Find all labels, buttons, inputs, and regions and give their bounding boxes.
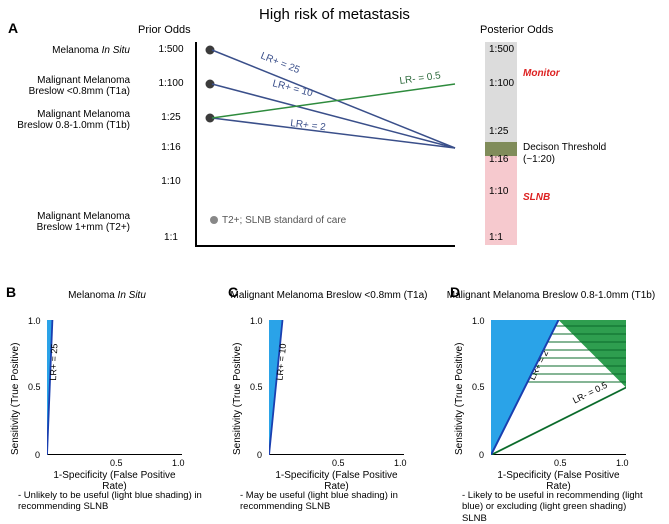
svg-text:LR+ = 10: LR+ = 10	[271, 78, 314, 99]
posterior-side-label: Decison Threshold	[523, 142, 606, 153]
caption: - Unlikely to be useful (light blue shad…	[18, 490, 208, 513]
posterior-odds-tick: 1:1	[489, 232, 503, 243]
sub-title: Melanoma In Situ	[2, 290, 212, 301]
ytick: 1.0	[472, 316, 485, 326]
posterior-side-label: SLNB	[523, 192, 550, 203]
ytick: 0.5	[472, 382, 485, 392]
panel-a: A Prior Odds Posterior Odds Melanoma In …	[0, 20, 669, 270]
ytick: 0	[479, 450, 484, 460]
xtick: 0.5	[554, 458, 567, 468]
posterior-odds-tick: 1:25	[489, 126, 508, 137]
sub-title: Malignant Melanoma Breslow <0.8mm (T1a)	[224, 290, 434, 301]
svg-text:LR+ = 25: LR+ = 25	[48, 343, 59, 380]
legend-t2: T2+; SLNB standard of care	[210, 215, 346, 226]
svg-text:LR+ = 25: LR+ = 25	[259, 51, 302, 77]
x-axis-title: 1-Specificity (False Positive Rate)	[47, 470, 182, 492]
svg-text:LR+ = 2: LR+ = 2	[290, 118, 327, 133]
svg-text:LR- = 0.5: LR- = 0.5	[571, 380, 609, 406]
svg-text:LR- = 0.5: LR- = 0.5	[399, 70, 442, 87]
posterior-side-label: (~1:20)	[523, 154, 555, 165]
ytick: 1.0	[28, 316, 41, 326]
posterior-side-label: Monitor	[523, 68, 560, 79]
ytick: 0.5	[250, 382, 263, 392]
sub-title: Malignant Melanoma Breslow 0.8-1.0mm (T1…	[446, 290, 656, 301]
caption: - May be useful (light blue shading) in …	[240, 490, 430, 513]
xtick: 0.5	[110, 458, 123, 468]
y-axis-title: Sensitivity (True Positive)	[232, 343, 243, 455]
roc-svg: LR+ = 2LR- = 0.5	[491, 320, 626, 455]
xtick: 1.0	[172, 458, 185, 468]
posterior-odds-tick: 1:100	[489, 78, 514, 89]
roc-svg: LR+ = 10	[269, 320, 404, 455]
posterior-odds-tick: 1:500	[489, 44, 514, 55]
posterior-odds-tick: 1:16	[489, 154, 508, 165]
y-axis-title: Sensitivity (True Positive)	[454, 343, 465, 455]
xtick: 1.0	[616, 458, 629, 468]
ytick: 0	[35, 450, 40, 460]
ytick: 1.0	[250, 316, 263, 326]
y-axis-title: Sensitivity (True Positive)	[10, 343, 21, 455]
x-axis-title: 1-Specificity (False Positive Rate)	[269, 470, 404, 492]
xtick: 0.5	[332, 458, 345, 468]
roc-svg: LR+ = 25	[47, 320, 182, 455]
posterior-odds-tick: 1:10	[489, 186, 508, 197]
ytick: 0.5	[28, 382, 41, 392]
x-axis-title: 1-Specificity (False Positive Rate)	[491, 470, 626, 492]
xtick: 1.0	[394, 458, 407, 468]
caption: - Likely to be useful in recommending (l…	[462, 490, 652, 524]
ytick: 0	[257, 450, 262, 460]
